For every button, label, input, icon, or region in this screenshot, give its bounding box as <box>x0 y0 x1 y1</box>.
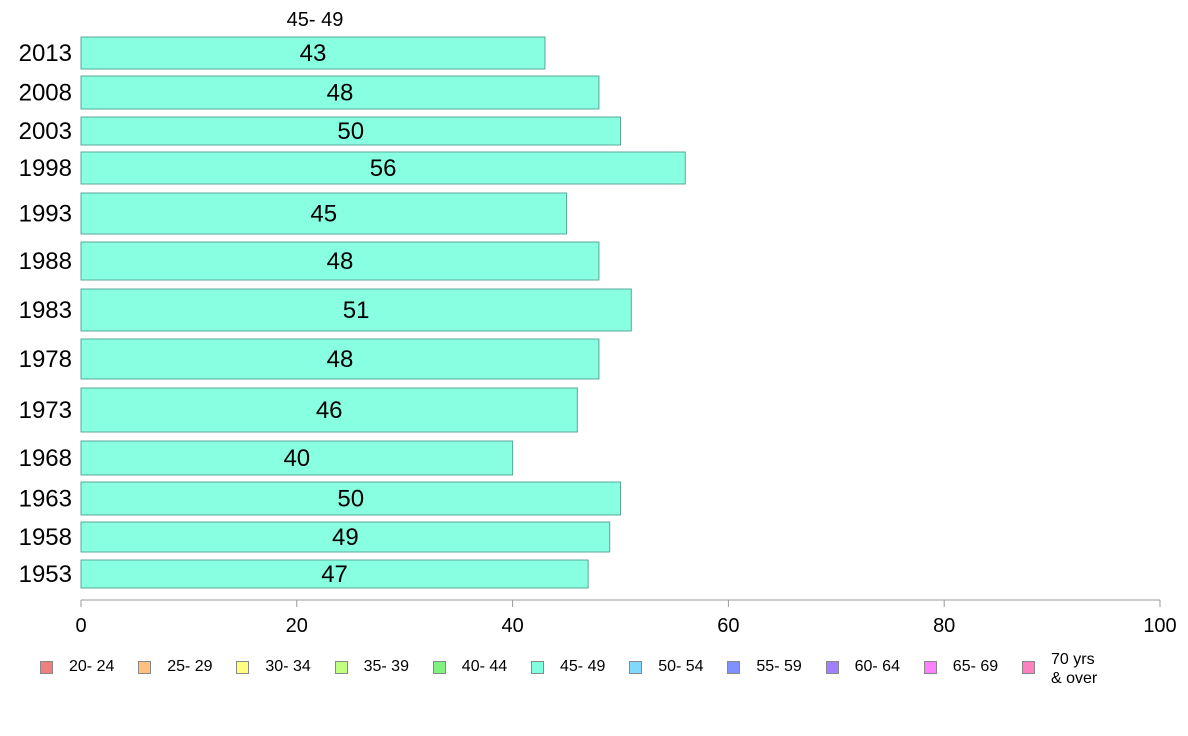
category-label-2008: 2008 <box>19 80 72 107</box>
bar-1988 <box>80 241 600 281</box>
bar-1963 <box>80 481 621 516</box>
data-label-1968: 40 <box>283 445 310 472</box>
legend-label: 50- 54 <box>658 658 704 675</box>
data-label-1963: 50 <box>337 486 364 513</box>
category-label-1978: 1978 <box>19 346 72 373</box>
legend-label: 45- 49 <box>560 658 606 675</box>
bar-1968 <box>80 440 514 476</box>
data-label-1988: 48 <box>327 248 354 275</box>
legend: 20- 24 25- 29 30- 34 35- 39 40- 44 45- 49 50- … <box>40 650 1160 694</box>
data-label-2008: 48 <box>327 80 354 107</box>
legend-swatch <box>40 661 53 674</box>
data-label-1953: 47 <box>321 561 348 588</box>
legend-label: 30- 34 <box>265 658 311 675</box>
x-tick-label-40: 40 <box>501 615 523 637</box>
legend-swatch <box>531 661 544 674</box>
legend-item-9: 65- 69 <box>923 650 999 690</box>
legend-item-3: 35- 39 <box>334 650 409 690</box>
bar-1958 <box>80 521 611 553</box>
category-label-1983: 1983 <box>19 297 72 324</box>
legend-label: 20- 24 <box>69 658 115 675</box>
legend-swatch <box>629 661 643 674</box>
bar-1973 <box>80 387 578 433</box>
data-label-1993: 45 <box>310 201 337 228</box>
legend-item-5: 45- 49 <box>531 650 605 690</box>
series-title: 45- 49 <box>287 9 344 31</box>
category-label-2003: 2003 <box>19 118 72 145</box>
legend-item-0: 20- 24 <box>40 650 114 690</box>
legend-item-7: 55- 59 <box>727 650 802 690</box>
legend-item-1: 25- 29 <box>138 650 213 690</box>
legend-swatch <box>334 661 348 674</box>
x-tick-label-20: 20 <box>286 615 308 637</box>
legend-swatch <box>1022 661 1035 674</box>
data-label-1973: 46 <box>316 397 343 424</box>
category-label-1968: 1968 <box>19 445 72 472</box>
x-tick-label-80: 80 <box>933 615 955 637</box>
legend-swatch <box>923 661 937 674</box>
legend-label: 25- 29 <box>167 658 213 675</box>
category-label-2013: 2013 <box>19 40 72 67</box>
data-label-1983: 51 <box>343 297 370 324</box>
category-label-1998: 1998 <box>19 155 72 182</box>
category-label-1963: 1963 <box>19 486 72 513</box>
data-label-2003: 50 <box>337 118 364 145</box>
legend-label: 60- 64 <box>854 658 900 675</box>
legend-item-4: 40- 44 <box>432 650 508 690</box>
bar-1953 <box>80 559 589 589</box>
bar-2013 <box>80 36 546 70</box>
legend-swatch <box>236 661 250 674</box>
legend-label: 40- 44 <box>461 658 508 675</box>
bar-1983 <box>80 288 632 332</box>
legend-swatch <box>138 661 152 674</box>
legend-item-2: 30- 34 <box>236 650 311 690</box>
category-label-1993: 1993 <box>19 201 72 228</box>
legend-swatch <box>727 661 741 674</box>
x-tick-label-0: 0 <box>75 615 86 637</box>
legend-label: 55- 59 <box>756 658 802 675</box>
legend-item-8: 60- 64 <box>825 650 900 690</box>
data-label-2013: 43 <box>300 40 327 67</box>
category-label-1958: 1958 <box>19 524 72 551</box>
data-label-1958: 49 <box>332 524 359 551</box>
bar-2008 <box>80 75 600 110</box>
category-label-1953: 1953 <box>19 561 72 588</box>
x-tick-label-60: 60 <box>717 615 739 637</box>
legend-label: 65- 69 <box>952 658 999 675</box>
legend-item-6: 50- 54 <box>629 650 704 690</box>
legend-swatch <box>432 661 446 674</box>
legend-label: 70 yrs & over <box>1051 651 1098 687</box>
bar-chart: 45- 49 2013 43 2008 48 2003 50 1998 56 1993 45 198… <box>19 9 1177 637</box>
data-label-1998: 56 <box>370 155 397 182</box>
bar-2003 <box>80 116 621 146</box>
bar-1993 <box>80 192 568 235</box>
category-label-1973: 1973 <box>19 397 72 424</box>
legend-label: 35- 39 <box>363 658 409 675</box>
x-tick-label-100: 100 <box>1143 615 1176 637</box>
category-label-1988: 1988 <box>19 248 72 275</box>
legend-swatch <box>825 661 839 674</box>
bar-1978 <box>80 338 600 380</box>
legend-item-10: 70 yrs & over <box>1022 650 1097 690</box>
data-label-1978: 48 <box>327 346 354 373</box>
bar-1998 <box>80 151 686 185</box>
